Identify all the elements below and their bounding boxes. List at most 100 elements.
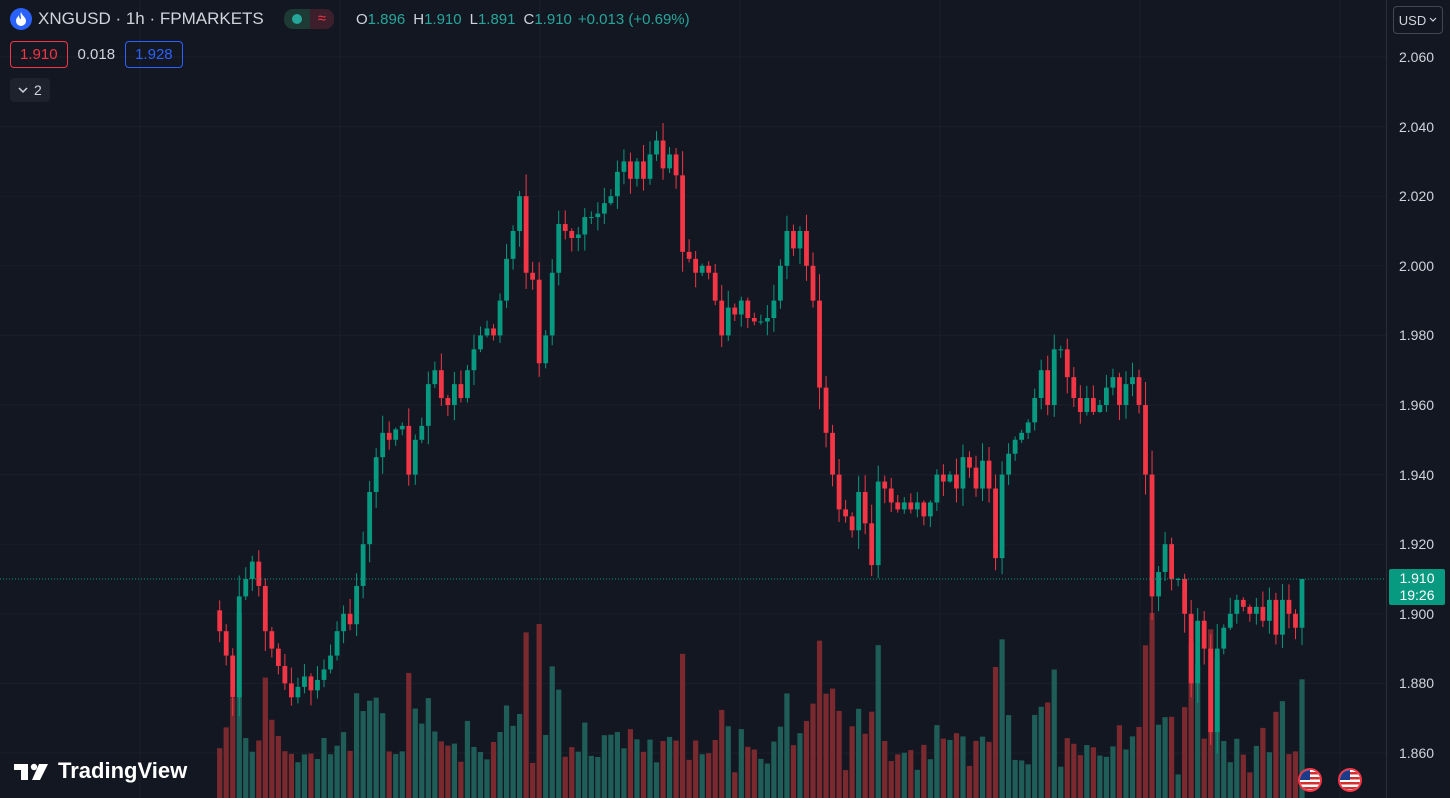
candle-up[interactable] [947, 474, 953, 482]
candle-up[interactable] [510, 231, 516, 259]
candle-down[interactable] [275, 648, 281, 666]
candle-up[interactable] [543, 335, 549, 364]
candle-up[interactable] [1267, 599, 1272, 621]
candle-up[interactable] [999, 474, 1005, 559]
candle-down[interactable] [836, 474, 842, 510]
chart-area[interactable]: XNGUSD · 1h · FPMARKETS ≈ O1.896 H1.910 … [0, 0, 1386, 798]
candle-up[interactable] [1006, 453, 1011, 475]
candle-up[interactable] [1019, 432, 1025, 440]
candle-down[interactable] [458, 384, 464, 399]
candle-up[interactable] [934, 474, 940, 503]
candle-up[interactable] [373, 457, 379, 492]
candle-up[interactable] [875, 481, 881, 566]
symbol-title[interactable]: XNGUSD · 1h · FPMARKETS [38, 9, 264, 28]
candle-down[interactable] [751, 318, 757, 322]
candle-up[interactable] [334, 631, 340, 656]
candle-up[interactable] [1104, 387, 1109, 405]
candle-down[interactable] [941, 474, 946, 482]
candle-up[interactable] [328, 655, 333, 670]
candle-down[interactable] [1293, 613, 1298, 628]
candle-down[interactable] [869, 523, 875, 566]
candle-up[interactable] [1156, 572, 1161, 597]
candle-up[interactable] [1195, 620, 1201, 684]
candle-up[interactable] [608, 196, 614, 204]
indicators-collapse-button[interactable]: 2 [10, 78, 50, 102]
candle-up[interactable] [725, 307, 731, 336]
candle-up[interactable] [1051, 349, 1057, 405]
candle-up[interactable] [360, 544, 366, 586]
candle-down[interactable] [1064, 349, 1070, 378]
candle-up[interactable] [1299, 579, 1305, 628]
candle-up[interactable] [549, 272, 555, 336]
candle-down[interactable] [1182, 579, 1188, 614]
candle-up[interactable] [647, 154, 653, 179]
candle-down[interactable] [289, 683, 294, 698]
candle-down[interactable] [1201, 620, 1207, 649]
candle-down[interactable] [843, 509, 848, 517]
candle-up[interactable] [236, 596, 242, 698]
candle-up[interactable] [302, 676, 307, 687]
us-flag-event-icon[interactable] [1338, 768, 1362, 792]
candle-up[interactable] [1280, 599, 1285, 635]
candle-up[interactable] [465, 370, 470, 399]
candle-down[interactable] [817, 300, 822, 388]
candle-down[interactable] [347, 613, 353, 625]
candle-down[interactable] [862, 492, 868, 524]
buy-button[interactable]: 1.928 [125, 41, 183, 68]
candle-up[interactable] [797, 231, 803, 249]
candle-up[interactable] [412, 439, 418, 475]
candle-up[interactable] [452, 384, 457, 405]
candle-down[interactable] [1077, 398, 1083, 412]
candle-down[interactable] [830, 432, 835, 475]
candle-up[interactable] [1130, 377, 1135, 385]
candle-up[interactable] [497, 300, 503, 336]
sell-button[interactable]: 1.910 [10, 41, 68, 68]
candle-down[interactable] [1273, 599, 1279, 635]
candle-up[interactable] [1221, 627, 1227, 649]
candle-down[interactable] [530, 272, 536, 280]
candle-down[interactable] [1247, 606, 1253, 614]
candle-up[interactable] [1123, 384, 1129, 405]
candle-down[interactable] [888, 488, 894, 503]
candle-up[interactable] [1175, 579, 1181, 580]
candle-down[interactable] [308, 676, 314, 691]
candle-down[interactable] [712, 272, 718, 301]
candle-up[interactable] [634, 161, 640, 179]
candles[interactable] [217, 122, 1305, 754]
candle-down[interactable] [823, 387, 829, 433]
us-flag-event-icon[interactable] [1298, 768, 1322, 792]
candle-down[interactable] [686, 251, 692, 259]
candle-up[interactable] [399, 425, 405, 430]
candle-up[interactable] [654, 140, 659, 155]
candle-down[interactable] [256, 561, 262, 586]
candle-down[interactable] [706, 265, 712, 273]
candle-up[interactable] [425, 384, 431, 426]
candle-up[interactable] [621, 161, 627, 172]
candle-down[interactable] [262, 585, 268, 632]
tradingview-logo[interactable]: TradingView [12, 758, 187, 784]
candle-up[interactable] [1162, 544, 1168, 573]
candle-down[interactable] [804, 231, 809, 266]
candle-up[interactable] [901, 502, 907, 510]
candle-down[interactable] [1286, 599, 1292, 614]
candle-down[interactable] [660, 140, 666, 169]
candle-down[interactable] [673, 154, 679, 176]
candle-down[interactable] [849, 516, 855, 531]
price-scale[interactable]: USD 1.860 1.880 1.900 1.920 1.940 1.960 1.980 2… [1386, 0, 1450, 798]
candle-up[interactable] [667, 154, 672, 169]
candle-down[interactable] [1071, 377, 1077, 399]
candle-up[interactable] [758, 321, 764, 323]
candle-up[interactable] [380, 432, 386, 458]
candle-down[interactable] [569, 231, 575, 238]
candle-up[interactable] [517, 196, 522, 231]
candle-up[interactable] [980, 460, 985, 489]
candle-up[interactable] [1038, 370, 1044, 399]
candle-down[interactable] [269, 631, 275, 649]
candle-down[interactable] [1143, 405, 1148, 475]
candle-up[interactable] [960, 457, 966, 489]
candle-up[interactable] [784, 231, 790, 266]
candle-down[interactable] [1169, 544, 1174, 579]
candle-up[interactable] [321, 669, 327, 680]
candle-up[interactable] [778, 265, 783, 301]
candle-up[interactable] [295, 686, 301, 698]
